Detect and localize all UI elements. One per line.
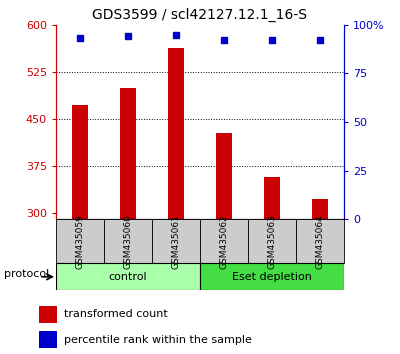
Bar: [120, 87, 136, 219]
Text: protocol: protocol: [4, 269, 49, 279]
Text: GSM435063: GSM435063: [268, 214, 276, 269]
Bar: [56, 263, 200, 290]
Bar: [104, 219, 152, 263]
Bar: [72, 105, 88, 219]
Text: GSM435062: GSM435062: [220, 214, 228, 269]
Bar: [296, 219, 344, 263]
Text: GSM435064: GSM435064: [316, 214, 324, 269]
Text: control: control: [109, 272, 147, 282]
Bar: [216, 133, 232, 219]
Bar: [168, 48, 184, 219]
Title: GDS3599 / scl42127.12.1_16-S: GDS3599 / scl42127.12.1_16-S: [92, 8, 308, 22]
Text: GSM435061: GSM435061: [172, 214, 180, 269]
Bar: [264, 177, 280, 219]
Bar: [152, 219, 200, 263]
Bar: [39, 306, 57, 323]
Bar: [200, 219, 248, 263]
Bar: [248, 219, 296, 263]
Bar: [39, 331, 57, 348]
Text: Eset depletion: Eset depletion: [232, 272, 312, 282]
Text: GSM435059: GSM435059: [76, 214, 84, 269]
Text: transformed count: transformed count: [64, 309, 168, 319]
Bar: [312, 199, 328, 219]
Text: GSM435060: GSM435060: [124, 214, 132, 269]
Bar: [56, 219, 104, 263]
Text: percentile rank within the sample: percentile rank within the sample: [64, 335, 252, 345]
Bar: [200, 263, 344, 290]
